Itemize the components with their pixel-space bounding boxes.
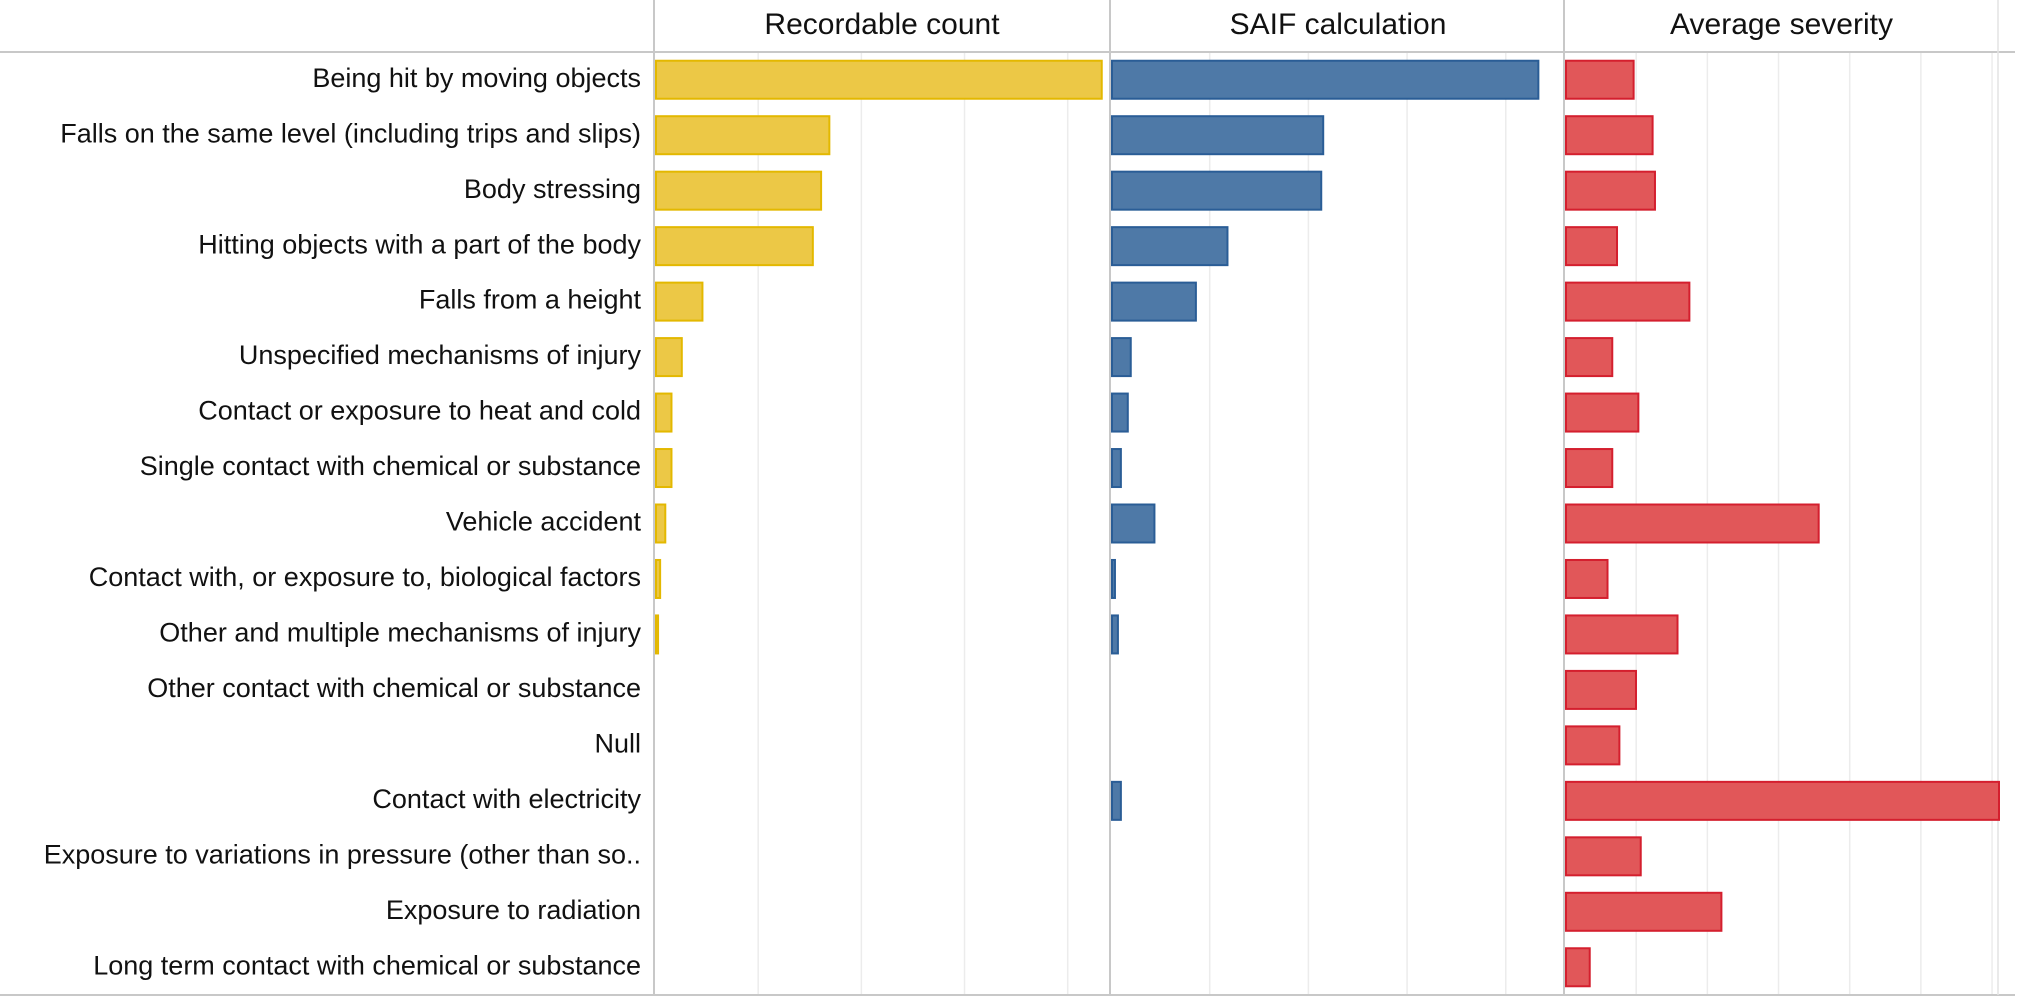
bar: [1565, 281, 1691, 322]
bar: [655, 448, 673, 489]
category-label: Falls from a height: [419, 285, 642, 315]
bar: [1565, 836, 1642, 877]
category-label: Other contact with chemical or substance: [147, 673, 641, 703]
bar: [1111, 392, 1129, 433]
category-label: Exposure to variations in pressure (othe…: [44, 839, 641, 869]
bar: [1111, 780, 1122, 821]
bar: [655, 59, 1103, 100]
bar: [1565, 669, 1637, 710]
category-label: Hitting objects with a part of the body: [198, 229, 641, 259]
bar: [655, 170, 823, 211]
category-label: Null: [594, 729, 641, 759]
bar: [1111, 337, 1132, 378]
bar: [1565, 170, 1656, 211]
bar: [1565, 725, 1621, 766]
bar: [1565, 558, 1609, 599]
bar: [655, 503, 667, 544]
bar: [1111, 281, 1197, 322]
panel-header: Recordable count: [764, 8, 1000, 41]
bar: [1111, 226, 1229, 267]
bar: [1565, 891, 1723, 932]
bar: [1565, 115, 1654, 156]
bar: [1565, 614, 1679, 655]
bar: [1565, 392, 1640, 433]
category-label: Contact with electricity: [372, 784, 641, 814]
category-labels: Being hit by moving objects Falls on the …: [44, 63, 642, 981]
bar: [1111, 59, 1540, 100]
panel-header: SAIF calculation: [1230, 8, 1447, 41]
bar: [1565, 448, 1614, 489]
panel-header: Average severity: [1670, 8, 1893, 41]
category-label: Being hit by moving objects: [312, 63, 641, 93]
panel-headers: Recordable count SAIF calculation Average …: [764, 8, 1893, 41]
bar: [1111, 170, 1323, 211]
bar: [655, 614, 660, 655]
category-label: Other and multiple mechanisms of injury: [159, 618, 641, 648]
category-label: Single contact with chemical or substanc…: [140, 451, 641, 481]
category-label: Contact or exposure to heat and cold: [198, 396, 641, 426]
category-label: Exposure to radiation: [386, 895, 641, 925]
bar: [1565, 947, 1591, 988]
bar: [1111, 614, 1119, 655]
bar: [655, 558, 662, 599]
bar: [655, 226, 814, 267]
category-label: Unspecified mechanisms of injury: [239, 340, 642, 370]
bars: [655, 59, 2000, 988]
bar: [1111, 115, 1325, 156]
bar: [655, 392, 673, 433]
category-label: Contact with, or exposure to, biological…: [89, 562, 641, 592]
bar: [1565, 780, 2000, 821]
bar: [1111, 558, 1116, 599]
bar: [1111, 448, 1122, 489]
bar: [1565, 59, 1635, 100]
bar: [1111, 503, 1156, 544]
category-label: Vehicle accident: [446, 507, 642, 537]
bar: [655, 337, 683, 378]
bar: [1565, 226, 1619, 267]
bar: [655, 115, 831, 156]
category-label: Falls on the same level (including trips…: [60, 118, 641, 148]
bar: [655, 281, 704, 322]
bar: [1565, 503, 1820, 544]
category-label: Long term contact with chemical or subst…: [93, 950, 641, 980]
bar: [1565, 337, 1614, 378]
category-label: Body stressing: [464, 174, 641, 204]
